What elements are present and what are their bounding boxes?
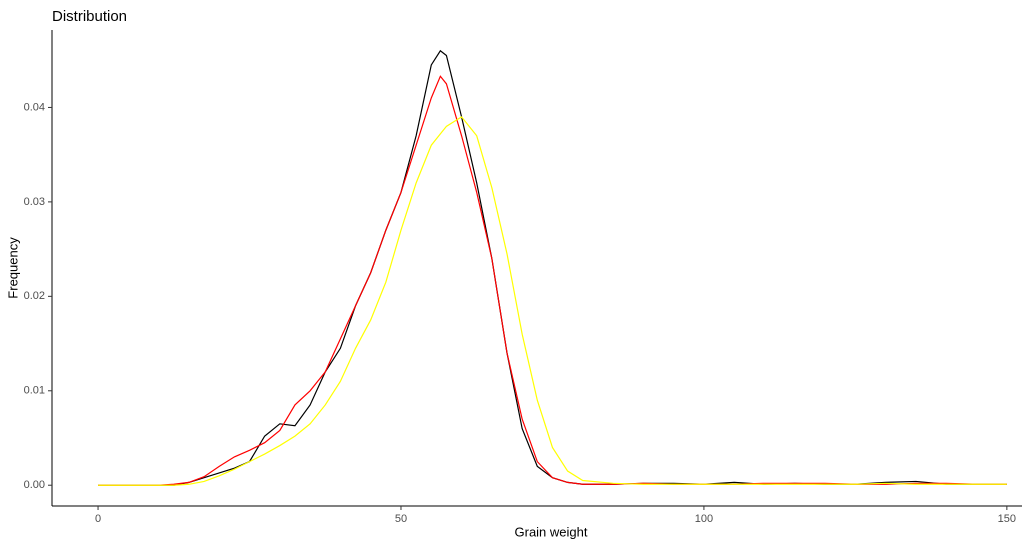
y-tick-label: 0.02: [24, 290, 45, 302]
x-tick-label: 50: [395, 513, 407, 525]
chart-title: Distribution: [52, 8, 127, 25]
series-line: [98, 75, 1007, 486]
x-tick-label: 150: [998, 513, 1016, 525]
y-tick-label: 0.00: [24, 479, 45, 491]
x-tick-label: 0: [95, 513, 101, 525]
x-axis-title: Grain weight: [515, 524, 588, 539]
y-tick-label: 0.03: [24, 196, 45, 208]
series-line: [98, 116, 1007, 486]
series-line: [98, 49, 1007, 486]
y-tick-label: 0.01: [24, 385, 45, 397]
y-axis-title: Frequency: [5, 237, 20, 299]
x-tick-label: 100: [695, 513, 713, 525]
y-tick-label: 0.04: [24, 101, 45, 113]
